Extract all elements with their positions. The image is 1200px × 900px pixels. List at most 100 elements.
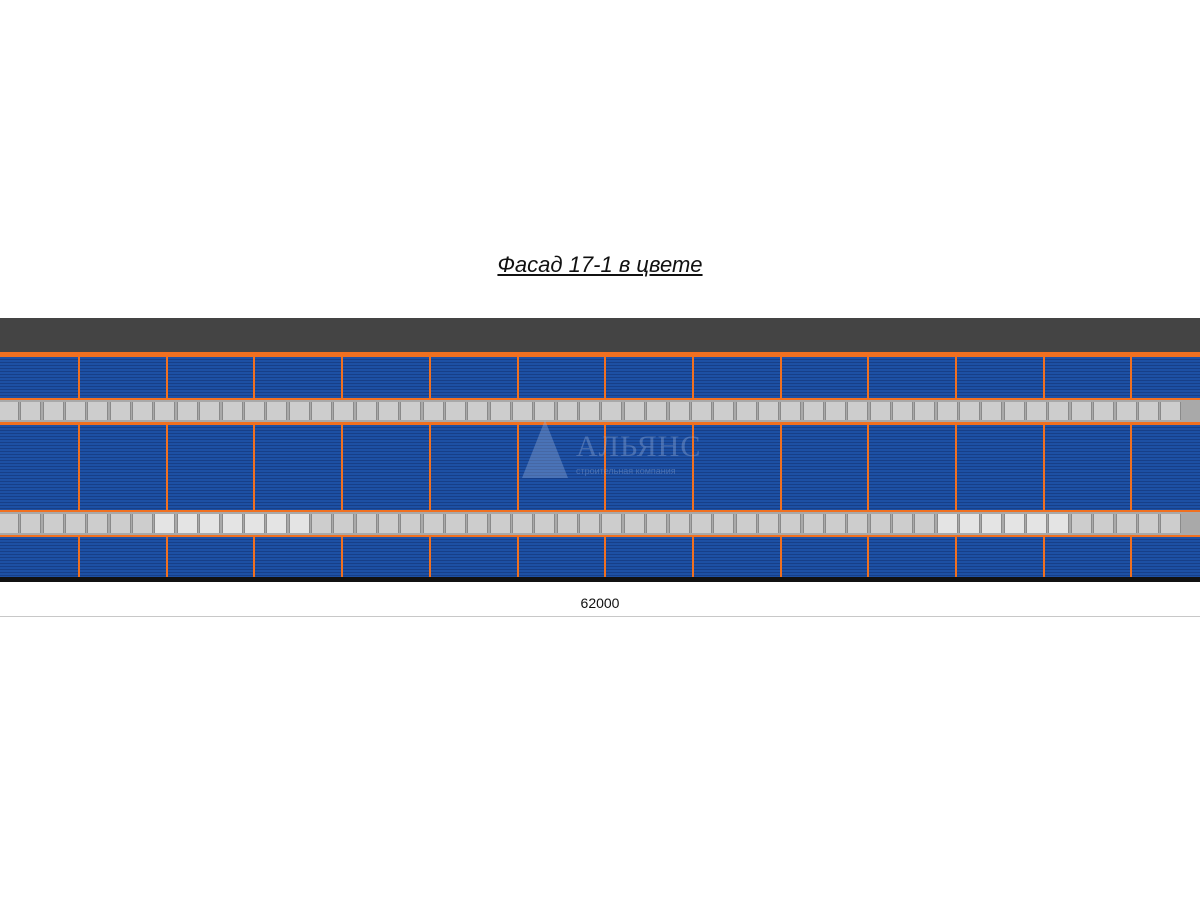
window-pane	[914, 514, 936, 533]
window-pane	[87, 402, 109, 420]
middle-panel-band	[0, 425, 1200, 510]
window-pane	[556, 402, 578, 420]
window-pane	[847, 402, 869, 420]
window-pane	[243, 514, 265, 533]
window-pane	[757, 514, 779, 533]
column-post	[867, 357, 870, 398]
window-pane	[489, 514, 511, 533]
column-post	[1130, 357, 1133, 398]
window-pane	[623, 514, 645, 533]
column-post	[779, 537, 782, 577]
roof-trim	[0, 352, 1200, 357]
window-pane	[199, 514, 221, 533]
window-pane	[1026, 514, 1048, 533]
window-pane	[422, 514, 444, 533]
window-pane	[914, 402, 936, 420]
window-pane	[1160, 402, 1182, 420]
base-line	[0, 577, 1200, 582]
triangle-logo-icon	[522, 420, 568, 478]
window-pane	[243, 402, 265, 420]
column-post	[604, 357, 607, 398]
window-pane	[1070, 514, 1092, 533]
column-post	[78, 537, 80, 577]
window-pane	[355, 514, 377, 533]
column-post	[604, 537, 607, 577]
column-post	[341, 425, 344, 510]
window-pane	[690, 514, 712, 533]
window-pane	[310, 402, 332, 420]
drawing-title: Фасад 17-1 в цвете	[497, 252, 703, 277]
trim-line	[0, 535, 1200, 537]
window-pane	[132, 402, 154, 420]
window-pane	[199, 402, 221, 420]
window-pane	[1160, 514, 1182, 533]
column-post	[341, 537, 344, 577]
column-post	[253, 357, 256, 398]
window-pane	[1137, 514, 1159, 533]
window-pane	[467, 402, 489, 420]
column-post	[253, 425, 256, 510]
window-pane	[20, 402, 42, 420]
roof	[0, 318, 1200, 352]
dimension-line	[0, 616, 1200, 617]
column-post	[428, 537, 431, 577]
window-pane	[936, 514, 958, 533]
window-pane	[1048, 402, 1070, 420]
window-pane	[422, 402, 444, 420]
window-pane	[646, 514, 668, 533]
window-pane	[735, 402, 757, 420]
window-pane	[601, 402, 623, 420]
window-pane	[824, 514, 846, 533]
column-post	[955, 537, 957, 577]
window-pane	[221, 514, 243, 533]
window-pane	[802, 402, 824, 420]
window-pane	[1115, 514, 1137, 533]
window-pane	[757, 402, 779, 420]
column-post	[516, 425, 519, 510]
window-pane	[780, 402, 802, 420]
window-pane	[869, 402, 891, 420]
window-pane	[109, 514, 131, 533]
window-pane	[892, 402, 913, 420]
trim-line	[0, 398, 1200, 400]
column-post	[604, 425, 607, 510]
window-pane	[579, 402, 601, 420]
window-pane	[1093, 402, 1115, 420]
window-pane	[869, 514, 891, 533]
window-pane	[1048, 514, 1070, 533]
column-post	[78, 357, 80, 398]
trim-line	[0, 422, 1200, 425]
window-pane	[288, 514, 310, 533]
column-post	[1130, 425, 1133, 510]
window-pane	[847, 514, 869, 533]
window-pane	[802, 514, 824, 533]
window-pane	[400, 514, 422, 533]
window-pane	[355, 402, 377, 420]
column-post	[691, 537, 694, 577]
window-pane	[1003, 514, 1025, 533]
window-pane	[266, 402, 288, 420]
column-post	[253, 537, 256, 577]
window-pane	[445, 514, 466, 533]
watermark-name: АЛЬЯНС	[576, 430, 702, 463]
window-pane	[87, 514, 109, 533]
window-pane	[20, 514, 42, 533]
window-pane	[132, 514, 154, 533]
window-pane	[735, 514, 757, 533]
window-pane	[377, 402, 399, 420]
window-pane	[400, 402, 422, 420]
window-pane	[467, 514, 489, 533]
window-pane	[713, 402, 735, 420]
window-pane	[646, 402, 668, 420]
column-post	[341, 357, 344, 398]
window-pane	[42, 402, 64, 420]
window-pane	[780, 514, 802, 533]
window-pane	[333, 514, 355, 533]
window-pane	[489, 402, 511, 420]
column-post	[165, 357, 168, 398]
column-post	[691, 357, 694, 398]
window-pane	[154, 514, 176, 533]
window-pane	[377, 514, 399, 533]
column-post	[1130, 537, 1133, 577]
column-post	[867, 537, 870, 577]
